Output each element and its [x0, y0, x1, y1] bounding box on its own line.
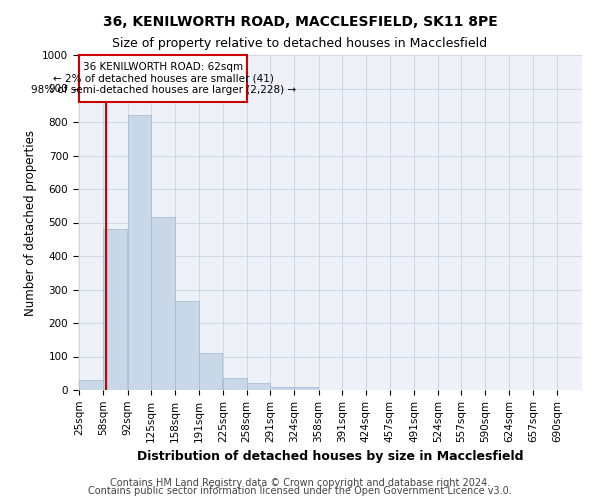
Y-axis label: Number of detached properties: Number of detached properties [23, 130, 37, 316]
X-axis label: Distribution of detached houses by size in Macclesfield: Distribution of detached houses by size … [137, 450, 523, 463]
Text: Size of property relative to detached houses in Macclesfield: Size of property relative to detached ho… [112, 38, 488, 51]
Bar [199, 353, 223, 390]
Bar [247, 384, 271, 390]
Bar [271, 386, 294, 390]
Bar [79, 55, 247, 102]
Bar [294, 386, 318, 390]
Bar [223, 378, 247, 390]
Bar [175, 301, 199, 390]
Text: 98% of semi-detached houses are larger (2,228) →: 98% of semi-detached houses are larger (… [31, 85, 296, 95]
Text: 36 KENILWORTH ROAD: 62sqm: 36 KENILWORTH ROAD: 62sqm [83, 62, 243, 72]
Text: 36, KENILWORTH ROAD, MACCLESFIELD, SK11 8PE: 36, KENILWORTH ROAD, MACCLESFIELD, SK11 … [103, 15, 497, 29]
Text: Contains public sector information licensed under the Open Government Licence v3: Contains public sector information licen… [88, 486, 512, 496]
Bar [79, 380, 103, 390]
Bar [103, 229, 127, 390]
Bar [128, 116, 151, 390]
Bar [151, 218, 175, 390]
Text: Contains HM Land Registry data © Crown copyright and database right 2024.: Contains HM Land Registry data © Crown c… [110, 478, 490, 488]
Text: ← 2% of detached houses are smaller (41): ← 2% of detached houses are smaller (41) [53, 74, 274, 84]
